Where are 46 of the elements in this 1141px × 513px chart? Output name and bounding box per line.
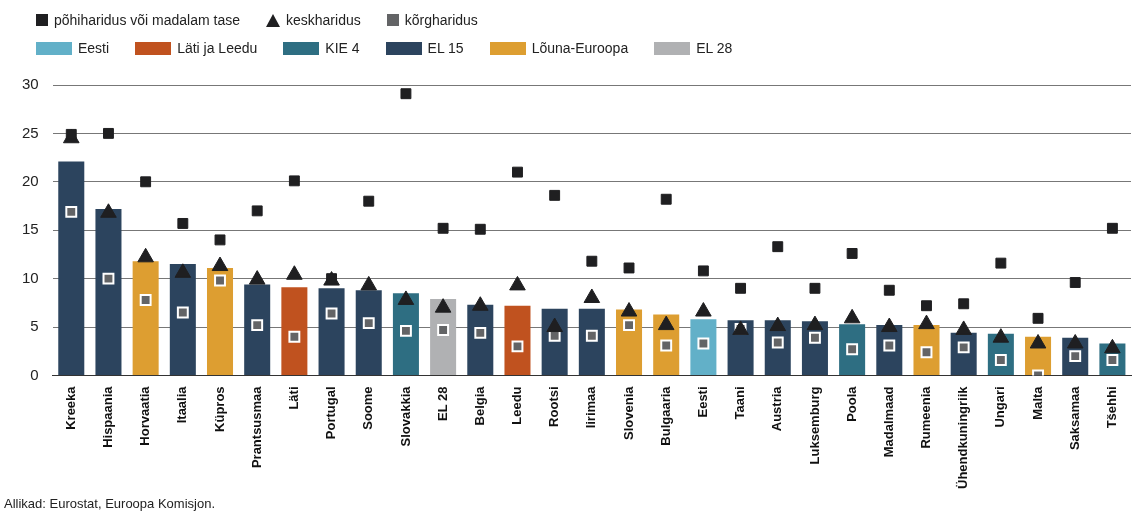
- x-tick-label: Itaalia: [174, 385, 190, 424]
- x-tick-label: Leedu: [509, 386, 525, 425]
- legend-label: Läti ja Leedu: [177, 40, 258, 56]
- y-tick-label: 20: [22, 171, 39, 189]
- text: Allikad: Eurostat, Euroopa Komisjon.: [4, 496, 215, 511]
- legend-label: põhiharidus või madalam tase: [54, 12, 240, 28]
- x-tick-label: Malta: [1029, 385, 1045, 420]
- x-tick-label: EL 28: [434, 386, 450, 421]
- legend-label: KIE 4: [325, 40, 360, 56]
- legend-label: Eesti: [78, 40, 110, 56]
- x-tick-label: Poola: [843, 385, 859, 422]
- x-tick-label: Prantsusmaa: [248, 385, 264, 469]
- x-tick-label: Eesti: [694, 386, 710, 418]
- legend-label: EL 28: [696, 40, 733, 56]
- x-tick-label: Hispaania: [100, 385, 116, 448]
- x-tick-label: Iirimaa: [583, 385, 599, 429]
- y-tick-label: 5: [30, 317, 39, 335]
- legend-label: keskharidus: [286, 12, 361, 28]
- x-tick-label: Tšehhi: [1103, 386, 1119, 429]
- x-tick-label: Slovakkia: [397, 385, 413, 447]
- x-tick-label: Ungari: [992, 386, 1008, 428]
- x-tick-label: Kreeka: [62, 385, 78, 430]
- x-tick-label: Austria: [769, 385, 785, 432]
- x-tick-label: Soome: [360, 386, 376, 430]
- y-tick-label: 25: [22, 123, 39, 141]
- x-tick-label: Saksamaa: [1066, 385, 1082, 451]
- x-tick-label: Ühendkuningriik: [955, 385, 971, 489]
- y-tick-label: 15: [22, 220, 39, 238]
- x-tick-label: Horvaatia: [137, 385, 153, 446]
- x-tick-label: Rootsi: [546, 386, 562, 427]
- x-tick-label: Slovenia: [620, 385, 636, 440]
- x-tick-label: Rumeenia: [918, 385, 934, 449]
- x-tick-label: Portugal: [323, 386, 339, 440]
- y-tick-label: 10: [22, 268, 39, 286]
- x-tick-label: Läti: [285, 386, 301, 410]
- x-tick-label: Madalmaad: [880, 386, 896, 458]
- legend-label: EL 15: [427, 40, 464, 56]
- legend-label: Lõuna-Euroopa: [531, 40, 629, 56]
- x-tick-label: Belgia: [471, 385, 487, 426]
- x-tick-label: Bulgaaria: [657, 385, 673, 446]
- y-tick-label: 30: [22, 75, 39, 93]
- x-tick-label: Küpros: [211, 386, 227, 432]
- x-tick-label: Taani: [732, 386, 748, 420]
- x-tick-label: Luksemburg: [806, 386, 822, 465]
- y-tick-label: 0: [30, 365, 39, 383]
- legend-label: kõrgharidus: [404, 12, 478, 28]
